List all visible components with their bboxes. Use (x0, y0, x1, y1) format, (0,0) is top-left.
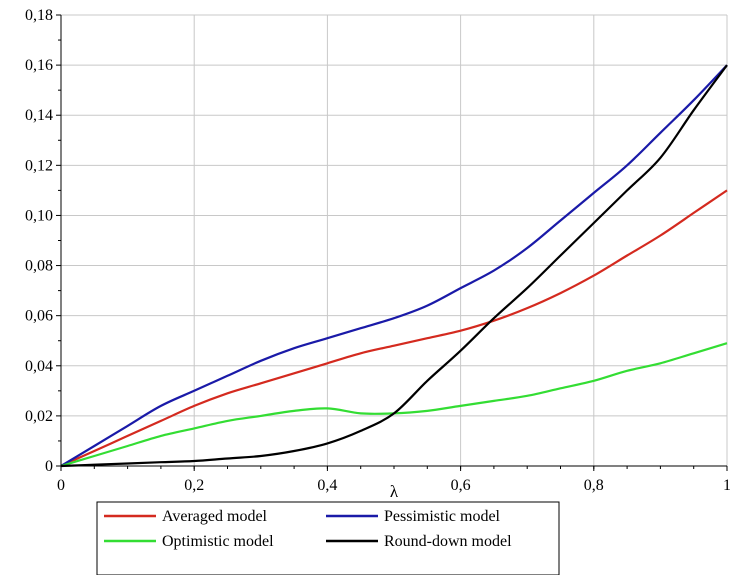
x-tick-label: 0,2 (184, 477, 204, 494)
y-tick-label: 0,10 (25, 207, 53, 224)
grid (61, 14, 728, 466)
series-line-round-down-model (60, 64, 728, 468)
x-axis-label: λ (390, 482, 399, 501)
y-tick-label: 0 (45, 458, 53, 475)
plot-area (61, 15, 727, 466)
y-tick-label: 0,18 (25, 7, 53, 24)
y-tick-labels: 0 0,02 0,04 0,06 0,08 0,10 0,12 0,14 0,16 0,18 (25, 7, 53, 475)
legend-label: Optimistic model (162, 533, 274, 550)
y-tick-label: 0,08 (25, 258, 53, 275)
legend-label: Pessimistic model (384, 508, 501, 525)
y-tick-label: 0,12 (25, 157, 53, 174)
x-tick-label: 0,8 (584, 477, 604, 494)
x-tick-label: 1 (723, 477, 730, 494)
x-tick-labels: 0 0,2 0,4 0,6 0,8 1 (57, 477, 730, 494)
x-tick-label: 0,6 (451, 477, 471, 494)
y-tick-label: 0,16 (25, 57, 53, 74)
legend: Averaged model Pessimistic model Optimisti… (96, 501, 560, 575)
legend-label: Averaged model (162, 508, 268, 525)
y-tick-label: 0,14 (25, 107, 53, 124)
series-lines (60, 64, 728, 468)
series-line-pessimistic-model (60, 64, 728, 467)
legend-box (96, 501, 560, 575)
y-tick-label: 0,02 (25, 408, 53, 425)
y-tick-label: 0,04 (25, 358, 53, 375)
x-tick-label: 0,4 (317, 477, 337, 494)
series-line-averaged-model (60, 189, 728, 468)
y-tick-label: 0,06 (25, 308, 53, 325)
legend-label: Round-down model (384, 533, 512, 550)
minor-ticks (56, 14, 728, 471)
x-tick-label: 0 (57, 477, 65, 494)
